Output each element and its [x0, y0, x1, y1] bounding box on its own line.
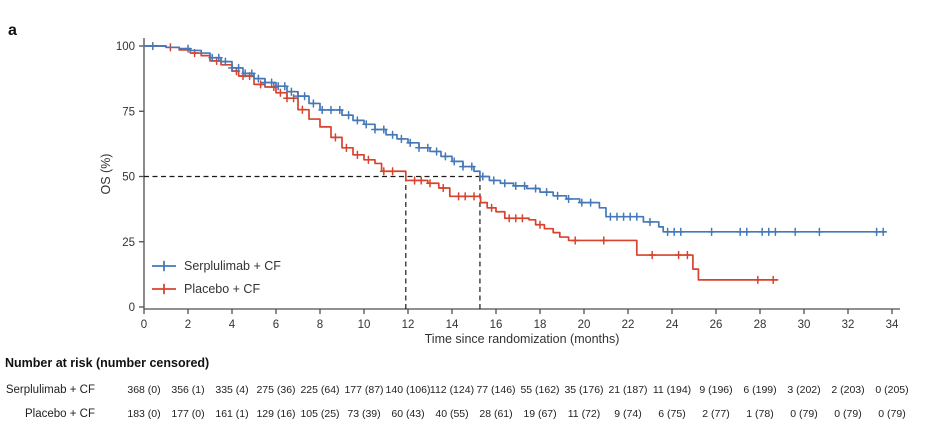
risk-cell: 2 (77) — [702, 408, 730, 420]
y-tick-label: 100 — [116, 41, 135, 53]
x-tick-label: 32 — [842, 319, 855, 331]
legend: Serplulimab + CF Placebo + CF — [151, 254, 281, 300]
x-axis-title: Time since randomization (months) — [424, 332, 620, 346]
x-tick-label: 16 — [490, 319, 503, 331]
km-marker-icon — [152, 283, 176, 294]
x-tick-label: 10 — [358, 319, 371, 331]
y-tick-label: 25 — [122, 237, 135, 249]
risk-cell: 368 (0) — [127, 384, 161, 396]
y-axis-title: OS (%) — [99, 153, 113, 195]
risk-cell: 3 (202) — [787, 384, 821, 396]
legend-item-placebo: Placebo + CF — [151, 277, 281, 300]
y-tick-label: 50 — [122, 172, 135, 184]
risk-cell: 28 (61) — [479, 408, 513, 420]
km-curve-placebo — [143, 45, 779, 281]
x-tick-label: 8 — [317, 319, 323, 331]
risk-cell: 6 (199) — [743, 384, 777, 396]
risk-cell: 1 (78) — [746, 408, 774, 420]
x-tick-label: 18 — [534, 319, 547, 331]
x-tick-label: 12 — [402, 319, 415, 331]
risk-cell: 0 (79) — [790, 408, 818, 420]
risk-cell: 0 (79) — [834, 408, 862, 420]
risk-cell: 161 (1) — [215, 408, 249, 420]
risk-cell: 0 (79) — [878, 408, 906, 420]
km-marker-icon — [152, 260, 176, 271]
risk-cell: 140 (106) — [385, 384, 431, 396]
risk-cell: 335 (4) — [215, 384, 249, 396]
x-tick-label: 24 — [666, 319, 679, 331]
risk-cell: 55 (162) — [520, 384, 560, 396]
risk-table-title: Number at risk (number censored) — [5, 356, 210, 370]
risk-cell: 105 (25) — [300, 408, 340, 420]
risk-cell: 129 (16) — [256, 408, 296, 420]
risk-cell: 77 (146) — [476, 384, 516, 396]
risk-cell: 9 (74) — [614, 408, 642, 420]
risk-cell: 356 (1) — [171, 384, 205, 396]
legend-label-placebo: Placebo + CF — [184, 281, 261, 296]
risk-cell: 225 (64) — [300, 384, 340, 396]
risk-cell: 177 (0) — [171, 408, 205, 420]
panel-label: a — [8, 22, 17, 39]
y-tick-label: 75 — [122, 106, 135, 118]
legend-item-serplulimab: Serplulimab + CF — [151, 254, 281, 277]
risk-cell: 11 (72) — [567, 408, 601, 420]
risk-cell: 183 (0) — [127, 408, 161, 420]
risk-cell: 6 (75) — [658, 408, 686, 420]
x-tick-label: 0 — [141, 319, 147, 331]
y-tick-label: 0 — [129, 302, 135, 314]
x-tick-label: 6 — [273, 319, 279, 331]
risk-row-label-placebo: Placebo + CF — [25, 408, 95, 420]
risk-cell: 19 (67) — [523, 408, 557, 420]
risk-cell: 21 (187) — [608, 384, 648, 396]
risk-cell: 73 (39) — [347, 408, 381, 420]
x-tick-label: 20 — [578, 319, 591, 331]
x-tick-label: 14 — [446, 319, 459, 331]
x-tick-label: 30 — [798, 319, 811, 331]
risk-cell: 9 (196) — [699, 384, 733, 396]
x-tick-label: 34 — [886, 319, 899, 331]
risk-cell: 40 (55) — [435, 408, 469, 420]
risk-cell: 60 (43) — [391, 408, 425, 420]
x-tick-label: 22 — [622, 319, 635, 331]
legend-label-serplulimab: Serplulimab + CF — [184, 258, 281, 273]
risk-cell: 35 (176) — [564, 384, 604, 396]
censor-marks-serplulimab — [148, 41, 888, 236]
risk-cell: 11 (194) — [652, 384, 692, 396]
x-tick-label: 2 — [185, 319, 191, 331]
risk-row-label-serplulimab: Serplulimab + CF — [5, 384, 95, 396]
risk-cell: 112 (124) — [429, 384, 475, 396]
risk-cell: 275 (36) — [256, 384, 296, 396]
risk-cell: 0 (205) — [875, 384, 909, 396]
x-tick-label: 4 — [229, 319, 236, 331]
risk-cell: 177 (87) — [344, 384, 384, 396]
x-tick-label: 26 — [710, 319, 723, 331]
risk-cell: 2 (203) — [831, 384, 865, 396]
x-tick-label: 28 — [754, 319, 767, 331]
censor-marks-placebo — [166, 43, 778, 285]
